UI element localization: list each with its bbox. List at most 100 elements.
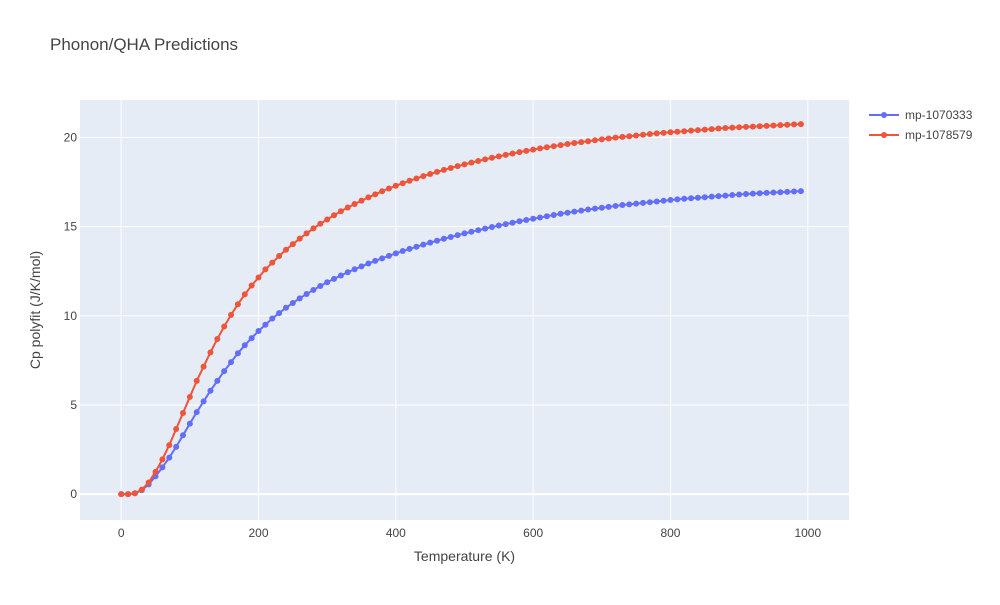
data-point [344,204,351,211]
data-point [694,127,701,134]
data-point [619,202,626,209]
x-axis-label: Temperature (K) [414,548,515,564]
y-tick-label: 10 [64,309,78,323]
y-tick-label: 5 [70,398,77,412]
data-point [640,199,647,206]
data-point [310,225,317,232]
data-point [797,121,804,128]
x-tick-label: 400 [386,526,406,540]
data-point [523,217,530,224]
data-point [454,163,461,170]
data-point [468,159,475,166]
data-point [344,269,351,276]
series-line [121,123,801,496]
data-point [303,230,310,237]
data-point [681,195,688,202]
y-tick-label: 0 [70,487,77,501]
data-point [269,315,276,322]
data-point [585,206,592,213]
data-point [241,291,248,298]
x-tick-label: 200 [249,526,269,540]
data-point [694,194,701,201]
data-point [736,191,743,198]
data-point [557,210,564,217]
data-point [564,141,571,148]
data-point [619,133,626,140]
legend-item[interactable]: mp-1078579 [869,128,973,142]
data-point [543,144,550,151]
data-point [701,194,708,201]
data-point [358,197,365,204]
data-point [701,126,708,133]
data-point [681,128,688,135]
data-point [530,215,537,222]
data-point [385,252,392,259]
data-point [605,203,612,210]
x-tick-label: 800 [660,526,680,540]
data-point [358,263,365,270]
x-tick-label: 600 [523,526,543,540]
x-tick-label: 1000 [794,526,821,540]
data-point [241,342,248,349]
data-point [145,479,152,486]
data-point [385,185,392,192]
data-point [207,349,214,356]
data-point [406,177,413,184]
data-point [317,283,324,290]
data-point [598,136,605,143]
data-point [537,145,544,152]
data-point [365,260,372,267]
data-point [722,125,729,131]
data-point [722,192,729,199]
legend[interactable]: mp-1070333 mp-1078579 [869,108,973,142]
data-point [138,486,145,493]
data-point [550,212,557,219]
data-point [488,154,495,161]
y-axis-label: Cp polyfit (J/K/mol) [27,251,43,369]
data-point [447,164,454,171]
data-point [234,350,241,357]
data-point [667,197,674,204]
data-point [482,225,489,232]
data-point [502,221,509,228]
data-point [351,266,358,273]
data-point [282,246,289,253]
data-point [296,235,303,242]
data-point [248,282,255,289]
data-point [207,387,214,394]
data-point [756,123,763,130]
plot-area [80,100,849,520]
data-point [543,213,550,220]
data-point [495,222,502,229]
data-point [159,456,166,463]
data-point [399,248,406,255]
data-point [488,223,495,230]
data-point [749,190,756,197]
data-point [791,188,798,195]
data-point [262,266,269,273]
data-point [777,189,784,196]
x-tick-label: 0 [118,526,125,540]
data-point [186,420,193,427]
y-tick-labels: 0 5 10 15 20 [64,130,78,501]
data-point [331,212,338,219]
data-point [337,272,344,279]
data-point [427,171,434,178]
data-point [461,161,468,168]
data-point [310,286,317,293]
data-point [743,123,750,130]
data-point [612,134,619,141]
series-layer [118,121,804,498]
data-point [475,227,482,234]
data-point [118,491,125,498]
data-point [612,202,619,209]
data-point [502,151,509,158]
legend-label: mp-1078579 [905,128,973,142]
data-point [770,189,777,196]
data-point [173,426,180,433]
data-point [791,121,798,128]
data-point [351,200,358,207]
data-point [756,190,763,197]
legend-item[interactable]: mp-1070333 [869,108,973,122]
data-point [131,490,138,497]
